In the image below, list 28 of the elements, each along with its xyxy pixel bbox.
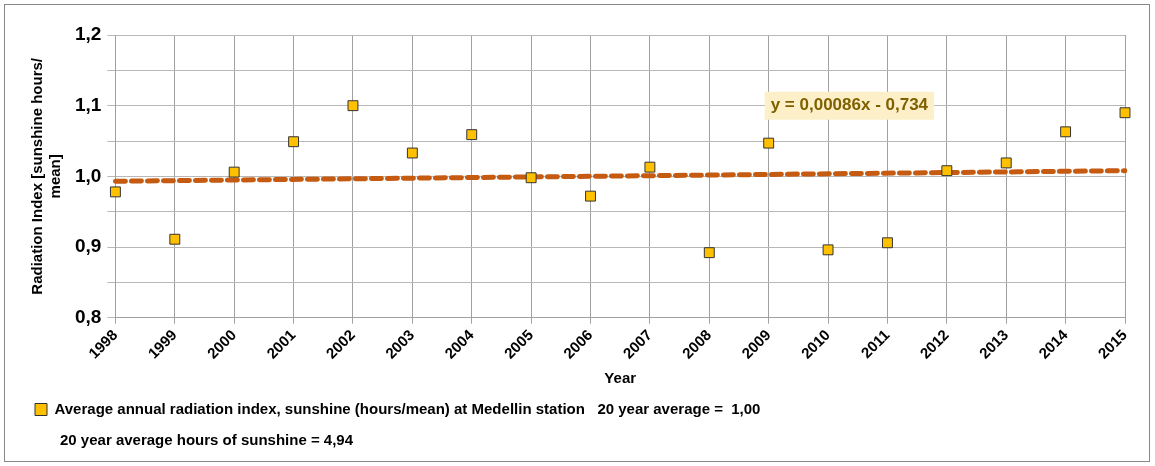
y-tick-label: 1,1 (74, 93, 102, 115)
point (347, 100, 359, 112)
point (1119, 107, 1131, 119)
point (1060, 126, 1072, 138)
point (822, 244, 834, 256)
point (288, 136, 300, 148)
point (941, 165, 953, 177)
point (585, 190, 596, 202)
point (466, 129, 478, 141)
point (1000, 157, 1012, 169)
annotation: y = 0,00086x - 0,734 (770, 95, 929, 115)
point (228, 166, 240, 178)
y-tick-label: 0,9 (74, 235, 102, 257)
text: 20 year average hours of sunshine = 4,94 (60, 431, 354, 448)
y-tick-label: 1,2 (74, 23, 102, 45)
legend-label: Average annual radiation index, sunshine (hours/mean) at Medellin station 20 year average = 1,00 (54, 399, 761, 417)
point (406, 147, 418, 159)
point (525, 172, 537, 184)
point (882, 237, 893, 249)
point (644, 161, 656, 173)
y-tick-label: 0,8 (74, 305, 102, 327)
y-axis-title: Radiation Index [sunshine hours/ mean] (28, 57, 64, 295)
point (703, 247, 715, 259)
x-axis-title: Year (604, 369, 637, 387)
point (109, 186, 121, 198)
y-tick-label: 1,0 (74, 164, 102, 186)
point (169, 233, 181, 245)
point (763, 137, 775, 149)
